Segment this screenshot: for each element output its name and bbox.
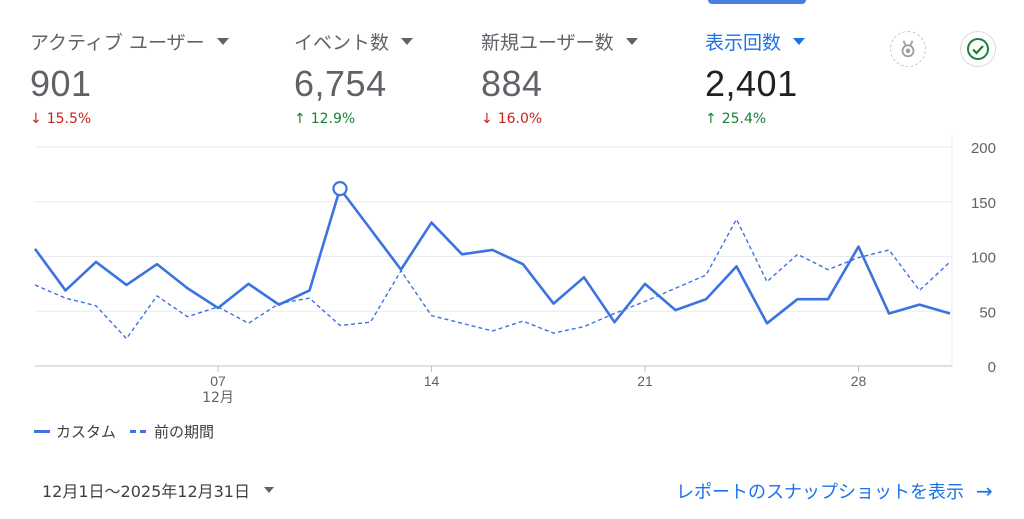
y-tick-label: 0 — [988, 359, 996, 376]
y-tick-label: 150 — [971, 195, 996, 212]
caret-down-icon[interactable] — [401, 38, 414, 45]
view-report-snapshot-link[interactable]: レポートのスナップショットを表示 → — [676, 479, 993, 503]
y-tick-label: 50 — [979, 304, 996, 321]
chart-legend: カスタム 前の期間 — [34, 421, 228, 442]
metric-value: 2,401 — [705, 63, 798, 104]
legend-item-current[interactable]: カスタム — [34, 421, 116, 442]
check-button[interactable] — [960, 31, 996, 67]
arrow-up-icon: ↑ — [705, 111, 717, 127]
x-tick-sublabel: 12月 — [202, 390, 234, 406]
caret-down-icon[interactable] — [793, 38, 806, 45]
metric-label: イベント数 — [294, 28, 414, 55]
highlight-point — [332, 181, 348, 197]
insights-button[interactable] — [890, 31, 926, 67]
metric-label: 表示回数 — [705, 28, 806, 55]
metric-event-count[interactable]: イベント数 6,754 ↑ 12.9% — [294, 28, 414, 127]
x-tick-label: 14 — [424, 373, 440, 389]
metric-change: ↓ 15.5% — [30, 111, 92, 127]
metric-change: ↑ 12.9% — [294, 111, 356, 127]
caret-down-icon[interactable] — [625, 38, 638, 45]
insights-badge-icon — [901, 40, 915, 58]
metric-label: アクティブ ユーザー — [30, 28, 229, 55]
arrow-down-icon: ↓ — [481, 111, 493, 127]
metric-value: 6,754 — [294, 63, 387, 104]
metric-active-users[interactable]: アクティブ ユーザー 901 ↓ 15.5% — [30, 28, 229, 127]
metric-label: 新規ユーザー数 — [481, 28, 638, 55]
metric-views[interactable]: 表示回数 2,401 ↑ 25.4% — [705, 28, 806, 127]
dashed-line-swatch — [130, 430, 149, 433]
series-line-previous — [34, 218, 951, 340]
solid-line-swatch — [34, 430, 50, 433]
date-range-selector[interactable]: 12月1日〜2025年12月31日 — [42, 478, 274, 502]
metric-value: 901 — [30, 63, 92, 104]
metric-value: 884 — [481, 63, 543, 104]
metric-change: ↓ 16.0% — [481, 111, 543, 127]
y-tick-label: 100 — [971, 250, 996, 267]
x-tick-label: 07 — [210, 373, 226, 389]
x-tick-label: 21 — [637, 373, 653, 389]
series-line-current — [33, 187, 951, 325]
y-tick-label: 200 — [971, 140, 996, 157]
caret-down-icon[interactable] — [216, 38, 229, 45]
arrow-up-icon: ↑ — [294, 111, 306, 127]
check-circle-icon — [967, 38, 989, 60]
legend-item-previous[interactable]: 前の期間 — [130, 421, 214, 442]
arrow-right-icon: → — [976, 479, 993, 503]
metric-new-users[interactable]: 新規ユーザー数 884 ↓ 16.0% — [481, 28, 638, 127]
caret-down-icon — [263, 487, 274, 493]
arrow-down-icon: ↓ — [30, 111, 42, 127]
active-tab-indicator — [708, 0, 806, 4]
x-tick-label: 28 — [851, 373, 867, 389]
metric-change: ↑ 25.4% — [705, 111, 767, 127]
